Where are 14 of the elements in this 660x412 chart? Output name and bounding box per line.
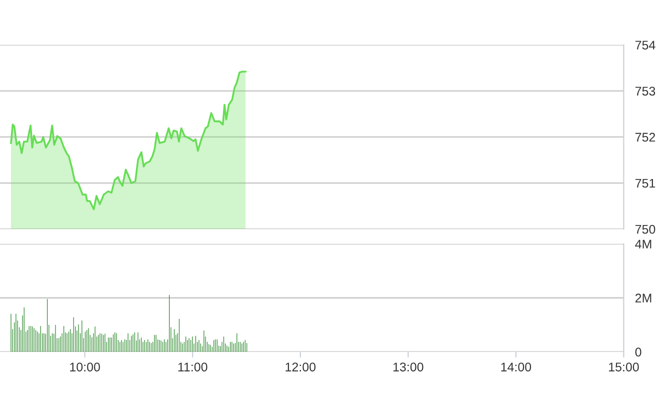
- y-tick-label: 754: [635, 40, 656, 50]
- x-tick-label: 14:00: [501, 362, 532, 372]
- y-tick-label: 750: [635, 224, 656, 234]
- x-tick-label: 10:00: [70, 362, 100, 372]
- y-tick-label: 0: [635, 348, 642, 356]
- y-tick-label: 751: [635, 178, 656, 188]
- y-tick-label: 752: [635, 132, 656, 142]
- x-tick-label: 12:00: [286, 362, 316, 372]
- y-tick-label: 753: [635, 86, 656, 96]
- y-tick-label: 2M: [635, 294, 652, 302]
- x-tick-label: 13:00: [393, 362, 424, 372]
- x-tick-label: 11:00: [178, 362, 208, 372]
- y-tick-label: 4M: [635, 240, 652, 248]
- x-tick-label: 15:00: [609, 362, 639, 372]
